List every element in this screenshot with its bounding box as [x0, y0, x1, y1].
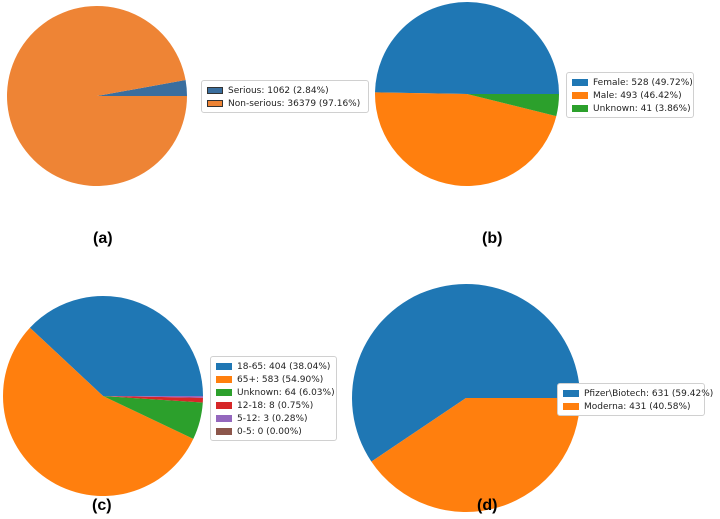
- legend-swatch: [572, 105, 588, 112]
- legend-label: Male: 493 (46.42%): [593, 90, 682, 101]
- legend-swatch: [216, 428, 232, 435]
- legend-label: Female: 528 (49.72%): [593, 77, 693, 88]
- legend-entry-0-5: 0-5: 0 (0.00%): [216, 425, 331, 438]
- legend-label: Pfizer\Biotech: 631 (59.42%): [584, 388, 714, 399]
- legend-label: 5-12: 3 (0.28%): [237, 413, 308, 424]
- pie-slice-pfizer-biotech: [352, 284, 580, 462]
- legend-swatch: [216, 389, 232, 396]
- panel-label-d: (d): [477, 497, 498, 514]
- legend-swatch: [216, 363, 232, 370]
- pie-chart-a: Serious: 1062 (2.84%) Non-serious: 36379 …: [0, 0, 369, 260]
- pie-a: [7, 6, 188, 187]
- legend-entry-male: Male: 493 (46.42%): [572, 89, 688, 102]
- legend-swatch: [216, 415, 232, 422]
- legend-b: Female: 528 (49.72%) Male: 493 (46.42%) Un…: [566, 72, 694, 118]
- legend-label: 18-65: 404 (38.04%): [237, 361, 331, 372]
- legend-label: 65+: 583 (54.90%): [237, 374, 324, 385]
- pie-slice-65: [2, 327, 194, 497]
- pie-slice-unknown: [103, 396, 203, 439]
- pie-slice-non-serious: [7, 6, 188, 187]
- legend-swatch: [216, 402, 232, 409]
- pie-slice-5-12: [103, 396, 203, 398]
- pie-slice-moderna: [371, 398, 580, 513]
- legend-swatch: [572, 79, 588, 86]
- pie-slice-serious: [97, 80, 187, 96]
- legend-entry-female: Female: 528 (49.72%): [572, 76, 693, 89]
- legend-label: Non-serious: 36379 (97.16%): [228, 98, 361, 109]
- panel-label-c: (c): [92, 497, 112, 514]
- legend-entry-non-serious: Non-serious: 36379 (97.16%): [207, 97, 363, 110]
- panel-label-a: (a): [93, 230, 113, 247]
- pie-b: [375, 2, 559, 186]
- pie-slice-female: [375, 2, 559, 94]
- panel-label-b: (b): [482, 230, 503, 247]
- legend-entry-pfizer-biotech: Pfizer\Biotech: 631 (59.42%): [563, 387, 713, 400]
- legend-label: 12-18: 8 (0.75%): [237, 400, 314, 411]
- legend-swatch: [563, 390, 579, 397]
- pie-slice-unknown: [467, 94, 559, 117]
- pie-slice-12-18: [103, 396, 203, 403]
- legend-entry-65: 65+: 583 (54.90%): [216, 373, 331, 386]
- legend-entry-unknown: Unknown: 41 (3.86%): [572, 102, 691, 115]
- pie-slice-male: [375, 92, 557, 186]
- legend-label: Unknown: 64 (6.03%): [237, 387, 335, 398]
- legend-d: Pfizer\Biotech: 631 (59.42%) Moderna: 431…: [557, 383, 713, 416]
- legend-entry-5-12: 5-12: 3 (0.28%): [216, 412, 331, 425]
- legend-swatch: [572, 92, 588, 99]
- legend-label: Moderna: 431 (40.58%): [584, 401, 691, 412]
- legend-swatch: [216, 376, 232, 383]
- legend-a: Serious: 1062 (2.84%) Non-serious: 36379 …: [201, 80, 369, 113]
- pie-chart-b: Female: 528 (49.72%) Male: 493 (46.42%) Un…: [375, 2, 694, 247]
- legend-swatch: [207, 100, 223, 107]
- pie-slice-18-65: [29, 295, 203, 396]
- legend-label: 0-5: 0 (0.00%): [237, 426, 302, 437]
- legend-swatch: [563, 403, 579, 410]
- legend-entry-moderna: Moderna: 431 (40.58%): [563, 400, 699, 413]
- legend-entry-18-65: 18-65: 404 (38.04%): [216, 360, 331, 373]
- legend-label: Unknown: 41 (3.86%): [593, 103, 691, 114]
- legend-entry-12-18: 12-18: 8 (0.75%): [216, 399, 331, 412]
- legend-c: 18-65: 404 (38.04%) 65+: 583 (54.90%) Unkn…: [210, 356, 337, 441]
- legend-swatch: [207, 87, 223, 94]
- legend-label: Serious: 1062 (2.84%): [228, 85, 329, 96]
- legend-entry-unknown: Unknown: 64 (6.03%): [216, 386, 335, 399]
- legend-entry-serious: Serious: 1062 (2.84%): [207, 84, 363, 97]
